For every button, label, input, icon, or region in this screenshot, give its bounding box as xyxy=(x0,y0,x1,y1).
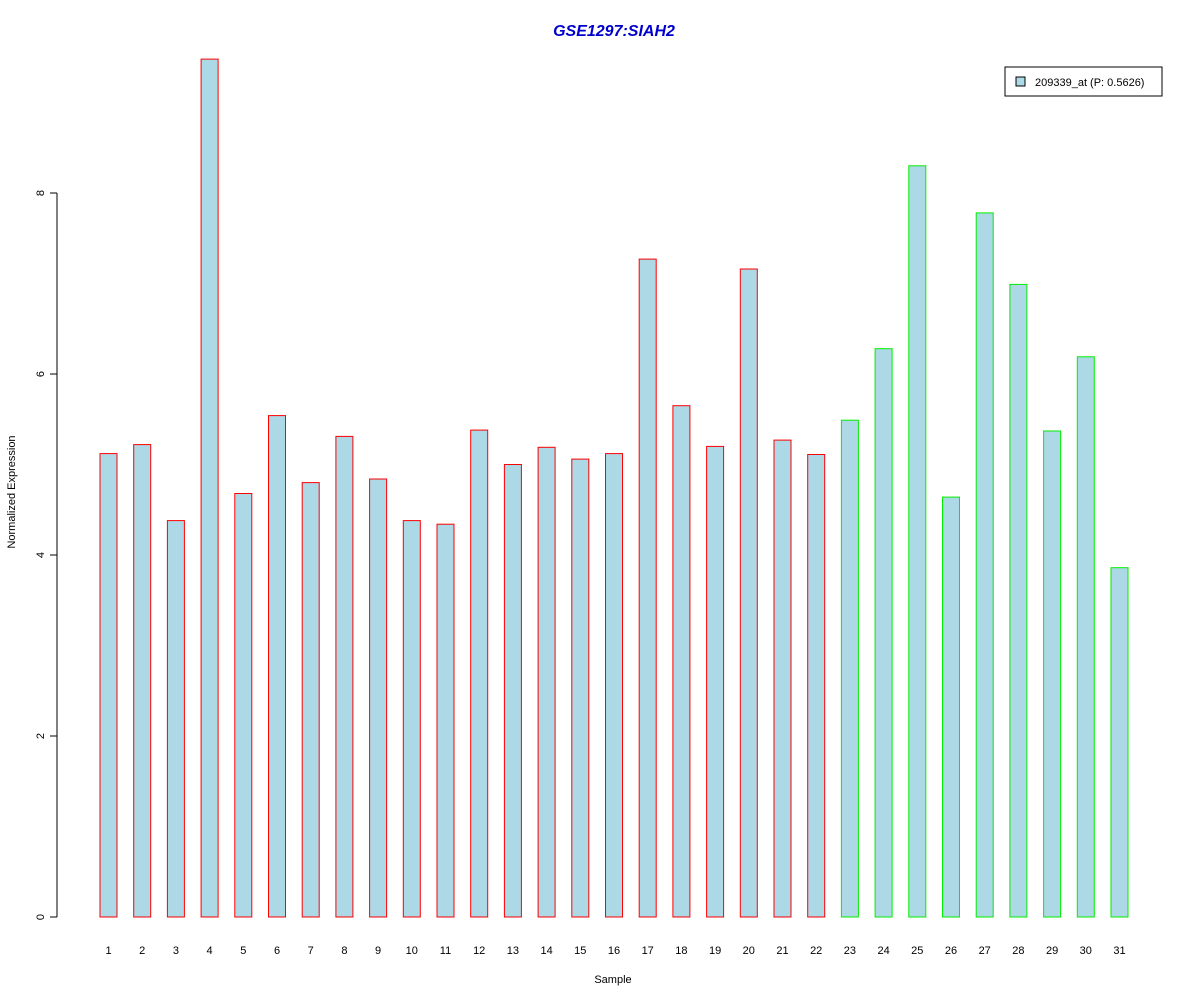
x-axis: 1 2 3 4 5 6 7 8 9 10 11 12 13 14 15 16 17 18 19 20 21 22 23 24 2… xyxy=(105,945,1125,957)
bars xyxy=(99,58,1129,918)
x-tick-label: 2 xyxy=(139,945,145,957)
bar-sample-30 xyxy=(1076,356,1095,918)
bar-sample-13 xyxy=(503,464,522,918)
x-tick-label: 8 xyxy=(341,945,347,957)
bar-sample-29 xyxy=(1043,430,1062,918)
x-tick-label: 18 xyxy=(675,945,687,957)
bar-sample-14 xyxy=(537,446,556,918)
bar-sample-8 xyxy=(335,435,354,918)
bar-sample-28 xyxy=(1009,283,1028,918)
bar-sample-25 xyxy=(908,165,927,918)
x-tick-label: 24 xyxy=(877,945,889,957)
bar-sample-22 xyxy=(807,454,826,918)
bar-sample-26 xyxy=(942,496,960,918)
bar-sample-3 xyxy=(166,520,185,918)
bar-sample-31 xyxy=(1110,567,1129,918)
x-tick-label: 16 xyxy=(608,945,620,957)
bar-sample-27 xyxy=(975,212,994,918)
bar-sample-18 xyxy=(672,405,691,918)
x-tick-label: 11 xyxy=(440,945,451,957)
bar-sample-10 xyxy=(402,520,421,918)
y-tick-label: 6 xyxy=(35,371,47,377)
x-tick-label: 1 xyxy=(105,945,111,957)
bar-sample-21 xyxy=(773,439,792,918)
bar-sample-4 xyxy=(200,58,219,918)
bar-sample-6 xyxy=(268,415,286,918)
legend-swatch xyxy=(1015,76,1026,87)
bar-sample-19 xyxy=(706,445,725,918)
x-axis-label: Sample xyxy=(594,974,631,986)
x-tick-label: 7 xyxy=(308,945,314,957)
x-tick-label: 23 xyxy=(844,945,856,957)
bar-sample-5 xyxy=(234,493,253,918)
legend: 209339_at (P: 0.5626) xyxy=(1004,66,1163,97)
bar-sample-12 xyxy=(470,429,489,918)
y-axis-label: Normalized Expression xyxy=(6,435,18,548)
y-tick-label: 2 xyxy=(35,733,47,739)
y-tick-label: 4 xyxy=(35,552,47,558)
x-tick-label: 3 xyxy=(173,945,179,957)
x-tick-label: 14 xyxy=(540,945,552,957)
y-tick-label: 0 xyxy=(35,914,47,920)
x-tick-label: 19 xyxy=(709,945,721,957)
x-tick-label: 5 xyxy=(240,945,246,957)
x-tick-label: 6 xyxy=(274,945,280,957)
chart-title: GSE1297:SIAH2 xyxy=(553,23,675,40)
bar-sample-9 xyxy=(369,478,388,918)
x-tick-label: 30 xyxy=(1080,945,1092,957)
bar-sample-16 xyxy=(605,453,623,918)
y-axis: 0 2 4 6 8 xyxy=(35,190,58,920)
bar-sample-11 xyxy=(436,523,455,918)
x-tick-label: 10 xyxy=(406,945,418,957)
bar-sample-2 xyxy=(133,444,152,918)
x-tick-label: 12 xyxy=(473,945,485,957)
x-tick-label: 20 xyxy=(743,945,755,957)
bar-sample-23 xyxy=(840,419,859,918)
x-tick-label: 15 xyxy=(574,945,586,957)
x-tick-label: 4 xyxy=(207,945,213,957)
bar-sample-20 xyxy=(739,268,758,918)
x-tick-label: 9 xyxy=(375,945,381,957)
x-tick-label: 28 xyxy=(1012,945,1024,957)
x-tick-label: 21 xyxy=(776,945,788,957)
x-tick-label: 25 xyxy=(911,945,923,957)
bar-sample-1 xyxy=(99,453,118,918)
x-tick-label: 27 xyxy=(979,945,991,957)
x-tick-label: 17 xyxy=(642,945,654,957)
legend-label: 209339_at (P: 0.5626) xyxy=(1035,77,1144,89)
bar-sample-24 xyxy=(874,348,893,918)
x-tick-label: 26 xyxy=(945,945,957,957)
bar-sample-17 xyxy=(638,258,657,918)
x-tick-label: 13 xyxy=(507,945,519,957)
x-tick-label: 31 xyxy=(1113,945,1125,957)
x-tick-label: 22 xyxy=(810,945,822,957)
bar-sample-15 xyxy=(571,458,590,918)
x-tick-label: 29 xyxy=(1046,945,1058,957)
legend-box xyxy=(1004,66,1163,97)
y-tick-label: 8 xyxy=(35,190,47,196)
bar-sample-7 xyxy=(301,482,320,918)
